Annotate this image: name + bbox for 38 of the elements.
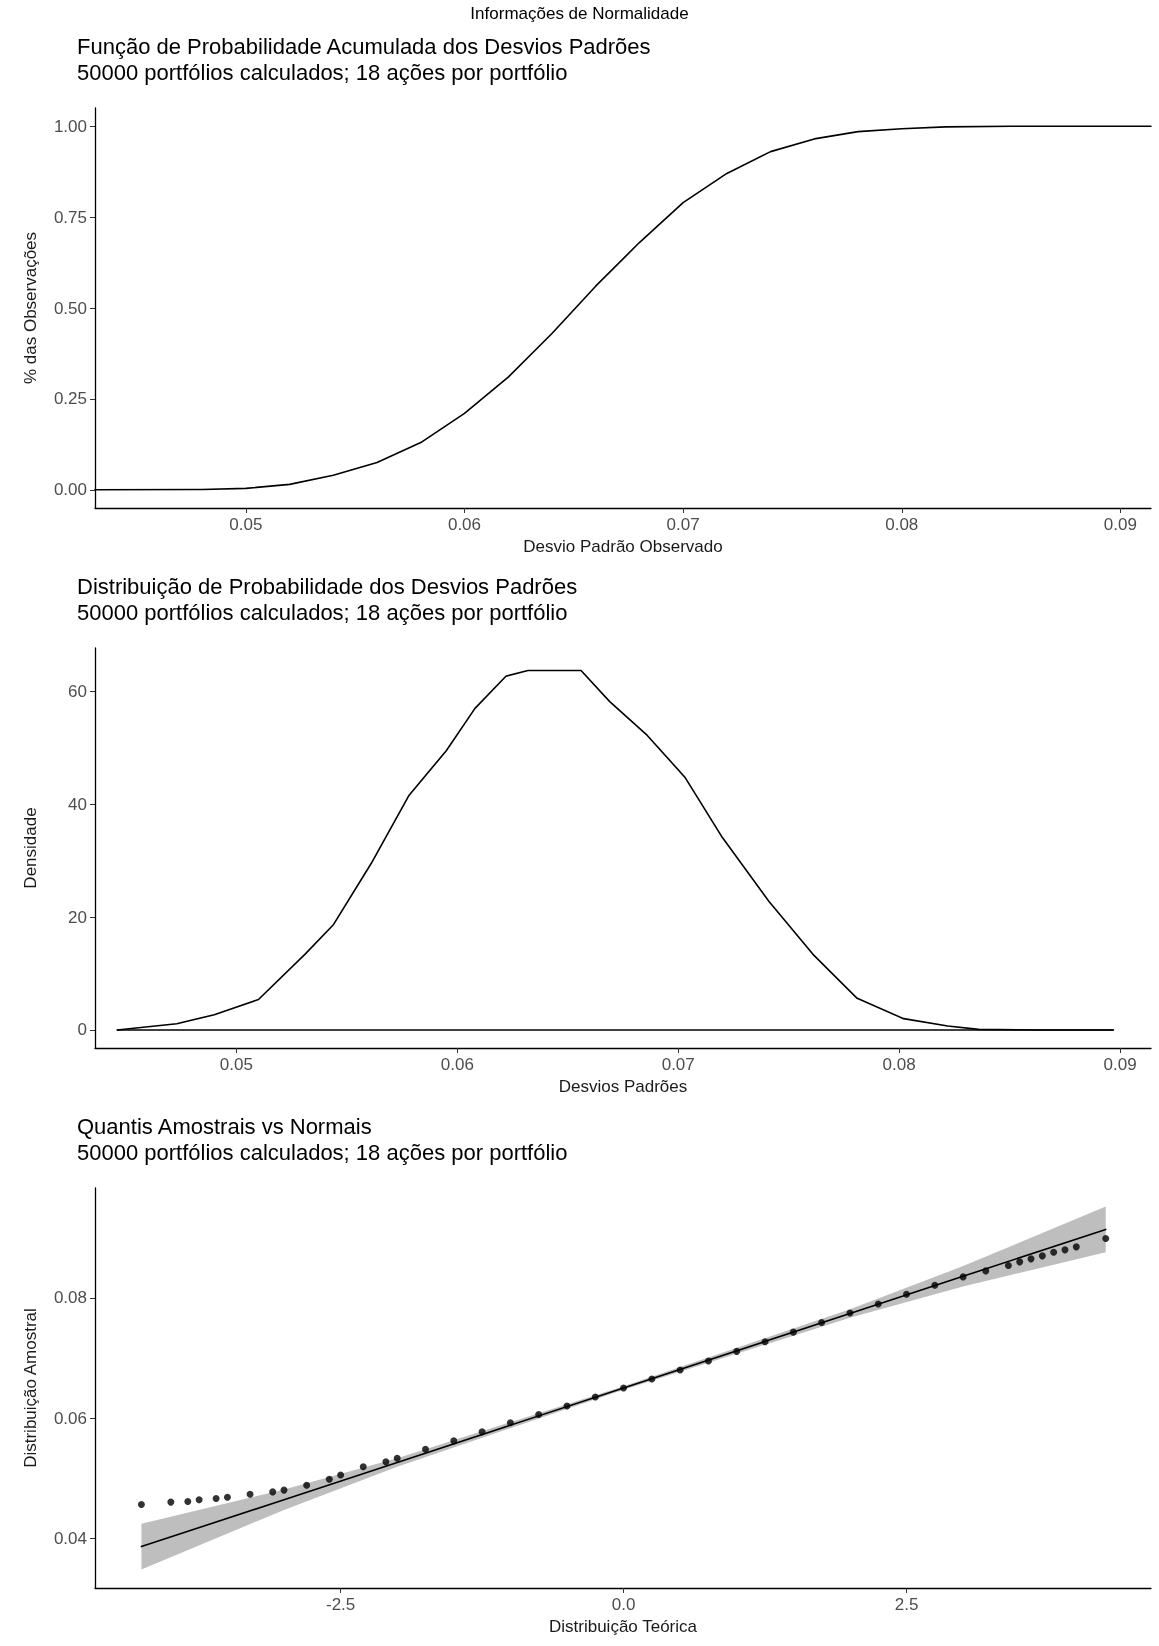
chart-subtitle: 50000 portfólios calculados; 18 ações por portfólio: [77, 1139, 568, 1165]
chart-subtitle: 50000 portfólios calculados; 18 ações por portfólio: [77, 59, 568, 85]
x-tick-label: 0.07: [661, 1055, 695, 1074]
x-tick-label: 0.05: [229, 515, 263, 534]
x-tick-label: 0.05: [219, 1055, 253, 1074]
x-tick-label: 0.08: [885, 515, 919, 534]
y-tick-label: 0.08: [53, 1288, 87, 1308]
x-tick-label: 0.06: [440, 1055, 474, 1074]
x-tick-label: 2.5: [894, 1595, 919, 1614]
x-axis-title: Desvios Padrões: [558, 1077, 688, 1096]
y-tick-label: 0.25: [53, 389, 87, 409]
y-tick-label: 0.50: [53, 298, 87, 318]
y-tick-label: 40: [68, 794, 87, 814]
y-tick-label: 20: [68, 907, 87, 927]
y-tick-label: 0: [77, 1020, 87, 1040]
y-tick-label: 0.00: [53, 480, 87, 500]
x-tick-label: -2.5: [325, 1595, 356, 1614]
y-tick-label: 1.00: [53, 116, 87, 136]
x-tick-label: 0.09: [1103, 1055, 1137, 1074]
chart-title: Função de Probabilidade Acumulada dos Desvios Padrões: [77, 33, 651, 59]
y-axis-title: % das Observações: [21, 231, 40, 385]
chart-subtitle: 50000 portfólios calculados; 18 ações por portfólio: [77, 599, 568, 625]
text: Informações de Normalidade: [469, 3, 690, 25]
chart-title: Distribuição de Probabilidade dos Desvios Padrões: [77, 573, 578, 599]
y-tick-label: 0.75: [53, 207, 87, 227]
x-tick-label: 0.07: [666, 515, 700, 534]
chart-title: Quantis Amostrais vs Normais: [77, 1113, 372, 1139]
y-tick-label: 0.06: [53, 1408, 87, 1428]
y-axis-title: Distribuição Amostral: [21, 1308, 40, 1468]
x-tick-label: 0.08: [882, 1055, 916, 1074]
y-tick-label: 60: [68, 681, 87, 701]
y-axis-title: Densidade: [21, 807, 40, 889]
x-tick-label: 0.06: [447, 515, 482, 534]
x-axis-title: Desvio Padrão Observado: [523, 537, 723, 556]
x-tick-label: 0.09: [1103, 515, 1137, 534]
x-axis-title: Distribuição Teórica: [548, 1617, 698, 1636]
y-tick-label: 0.04: [53, 1528, 87, 1548]
x-tick-label: 0.0: [611, 1595, 636, 1614]
